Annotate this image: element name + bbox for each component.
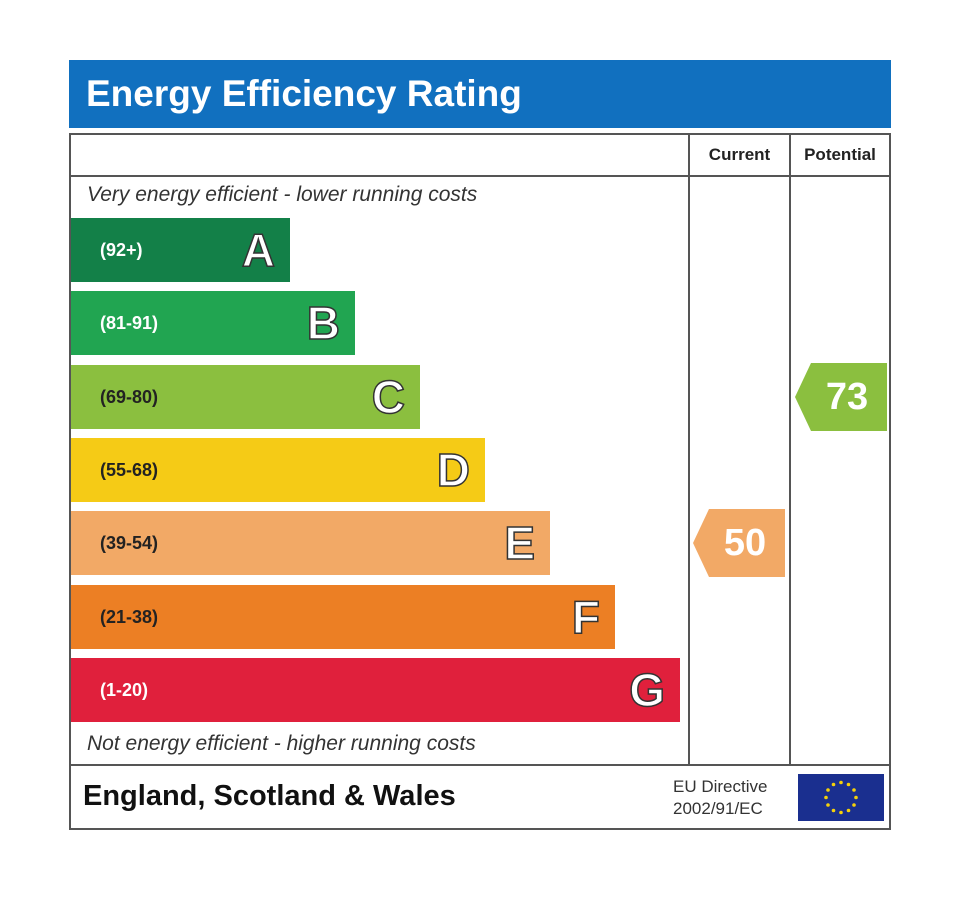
directive-line-1: EU Directive: [673, 777, 768, 796]
band-letter: G: [628, 663, 665, 717]
band-letter: B: [306, 296, 341, 350]
band-letter: D: [436, 443, 471, 497]
band-range-label: (39-54): [100, 533, 159, 553]
band-letter: E: [504, 516, 536, 570]
potential-column-header: Potential: [804, 145, 876, 164]
eu-star-icon: [852, 803, 856, 807]
eu-star-icon: [839, 810, 843, 815]
band-letter: A: [241, 223, 276, 277]
band-a: (92+) A: [71, 218, 290, 282]
band-range-label: (21-38): [100, 607, 159, 627]
current-column-divider: [688, 133, 690, 765]
chart-title: Energy Efficiency Rating: [69, 60, 891, 128]
band-d: (55-68) D: [71, 438, 485, 502]
band-letter: C: [371, 370, 406, 424]
band-c: (69-80) C: [71, 365, 420, 429]
eu-star-icon: [824, 795, 828, 800]
eu-star-icon: [846, 808, 851, 813]
band-range-label: (1-20): [100, 680, 149, 700]
band-g: (1-20) G: [71, 658, 680, 722]
eu-directive: EU Directive 2002/91/EC: [673, 776, 767, 820]
current-column-header: Current: [708, 145, 771, 164]
bottom-note: Not energy efficient - higher running co…: [87, 732, 476, 755]
footer-divider: [69, 764, 891, 766]
eu-star-icon: [826, 803, 830, 807]
band-b: (81-91) B: [71, 291, 355, 355]
potential-column-divider: [789, 133, 791, 765]
eu-star-icon: [831, 782, 836, 787]
eu-star-icon: [831, 808, 836, 813]
eu-star-icon: [839, 780, 843, 785]
eu-star-icon: [852, 788, 856, 792]
top-note: Very energy efficient - lower running co…: [87, 183, 478, 206]
directive-line-2: 2002/91/EC: [673, 799, 763, 818]
header-row-divider: [69, 175, 891, 177]
band-f: (21-38) F: [71, 585, 615, 649]
band-letter: F: [571, 590, 601, 644]
eu-star-icon: [854, 795, 858, 800]
band-range-label: (69-80): [100, 387, 159, 407]
band-e: (39-54) E: [71, 511, 550, 575]
region-label: England, Scotland & Wales: [83, 780, 456, 812]
band-range-label: (81-91): [100, 313, 159, 333]
potential-rating-arrow: 73: [795, 363, 887, 431]
eu-flag-icon: [798, 774, 884, 821]
eu-star-icon: [826, 788, 830, 792]
band-range-label: (92+): [100, 240, 143, 260]
current-rating-arrow: 50: [693, 509, 785, 577]
band-range-label: (55-68): [100, 460, 159, 480]
eu-star-icon: [846, 782, 851, 787]
